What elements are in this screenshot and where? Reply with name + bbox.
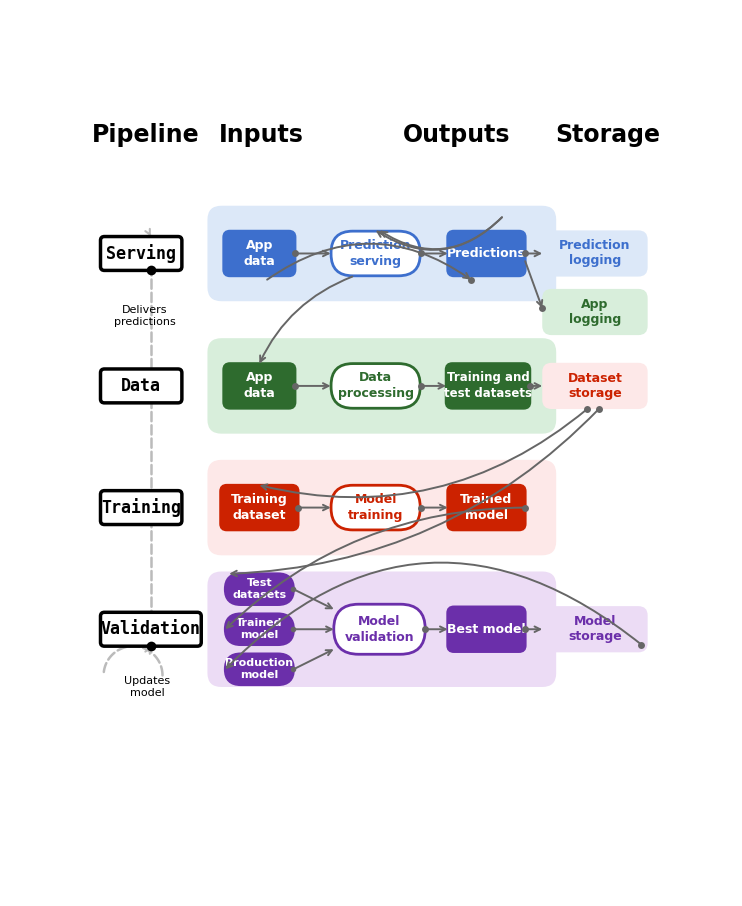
Text: Training and
test datasets: Training and test datasets — [444, 371, 532, 400]
Text: Test
datasets: Test datasets — [232, 578, 286, 601]
FancyBboxPatch shape — [226, 614, 294, 645]
Text: Data
processing: Data processing — [338, 371, 413, 400]
Text: Inputs: Inputs — [220, 123, 304, 147]
FancyBboxPatch shape — [447, 607, 525, 651]
FancyBboxPatch shape — [542, 230, 648, 276]
FancyBboxPatch shape — [100, 612, 201, 646]
Text: Trained
model: Trained model — [236, 618, 283, 641]
Text: Prediction
logging: Prediction logging — [559, 239, 631, 267]
FancyBboxPatch shape — [447, 231, 525, 275]
FancyBboxPatch shape — [331, 486, 420, 530]
Text: Storage: Storage — [556, 123, 660, 147]
FancyBboxPatch shape — [447, 486, 525, 530]
FancyBboxPatch shape — [100, 236, 182, 270]
FancyBboxPatch shape — [100, 491, 182, 525]
Text: Validation: Validation — [101, 621, 201, 638]
FancyBboxPatch shape — [100, 369, 182, 403]
Text: Model
storage: Model storage — [568, 615, 622, 643]
FancyBboxPatch shape — [226, 573, 294, 604]
Text: Best model: Best model — [447, 622, 526, 636]
Text: Dataset
storage: Dataset storage — [568, 372, 623, 400]
FancyBboxPatch shape — [334, 604, 425, 654]
Text: Trained
model: Trained model — [460, 493, 513, 522]
FancyBboxPatch shape — [542, 289, 648, 335]
Text: Serving: Serving — [106, 244, 176, 263]
FancyBboxPatch shape — [446, 363, 530, 409]
FancyBboxPatch shape — [331, 363, 420, 409]
Text: Training
dataset: Training dataset — [231, 493, 288, 522]
Text: Delivers
predictions: Delivers predictions — [114, 305, 176, 327]
Text: Data: Data — [121, 377, 161, 395]
Text: Prediction
serving: Prediction serving — [340, 239, 411, 268]
FancyBboxPatch shape — [224, 231, 295, 275]
FancyBboxPatch shape — [542, 362, 648, 409]
FancyBboxPatch shape — [331, 231, 420, 275]
FancyBboxPatch shape — [208, 460, 556, 555]
Text: Training: Training — [101, 498, 181, 517]
Text: Production
model: Production model — [226, 658, 293, 680]
Text: App
data: App data — [243, 239, 275, 268]
Text: Model
training: Model training — [348, 493, 404, 522]
Text: Updates
model: Updates model — [124, 676, 170, 698]
Text: Pipeline: Pipeline — [92, 123, 200, 147]
FancyBboxPatch shape — [208, 572, 556, 687]
Text: Outputs: Outputs — [403, 123, 510, 147]
FancyBboxPatch shape — [208, 206, 556, 301]
FancyBboxPatch shape — [224, 363, 295, 409]
FancyBboxPatch shape — [220, 486, 298, 530]
Text: App
data: App data — [243, 371, 275, 400]
Text: Model
validation: Model validation — [345, 615, 414, 644]
FancyBboxPatch shape — [542, 606, 648, 652]
FancyBboxPatch shape — [226, 654, 294, 685]
Text: App
logging: App logging — [569, 298, 621, 326]
FancyBboxPatch shape — [208, 338, 556, 434]
Text: Predictions: Predictions — [447, 247, 526, 260]
